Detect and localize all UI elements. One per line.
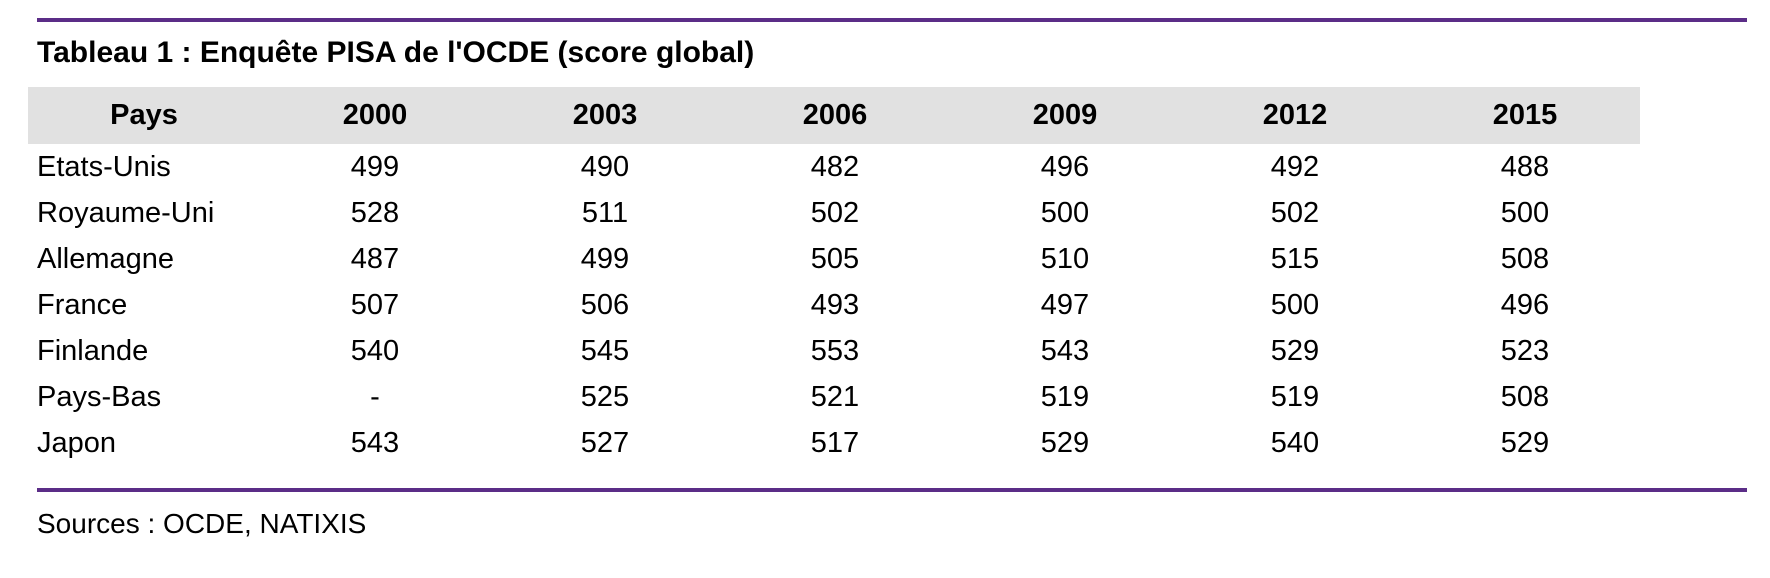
score-cell: 500: [1040, 196, 1090, 229]
country-cell: Royaume-Uni: [37, 196, 215, 229]
column-header-2009: 2009: [950, 87, 1180, 144]
source-note: Sources : OCDE, NATIXIS: [37, 508, 367, 539]
score-cell: -: [370, 380, 380, 413]
score-cell: 543: [1040, 334, 1090, 367]
score-cell: 521: [810, 380, 860, 413]
score-cell: 496: [1040, 150, 1090, 183]
country-cell: Finlande: [37, 334, 149, 367]
column-header-2015: 2015: [1410, 87, 1640, 144]
score-cell: 492: [1270, 150, 1320, 183]
score-cell: 519: [1270, 380, 1320, 413]
table-row-royaume-uni: Royaume-Uni 528 511 502 500 502 500: [28, 190, 1640, 236]
country-cell: Allemagne: [37, 242, 175, 275]
table-row-finlande: Finlande 540 545 553 543 529 523: [28, 328, 1640, 374]
country-cell: France: [37, 288, 128, 321]
score-cell: 499: [580, 242, 630, 275]
column-header-2000: 2000: [260, 87, 490, 144]
score-cell: 511: [581, 196, 629, 229]
score-cell: 519: [1040, 380, 1090, 413]
table-row-japon: Japon 543 527 517 529 540 529: [28, 420, 1640, 466]
score-cell: 540: [350, 334, 400, 367]
score-cell: 523: [1500, 334, 1550, 367]
column-header-2003: 2003: [490, 87, 720, 144]
score-cell: 507: [350, 288, 400, 321]
score-cell: 525: [580, 380, 630, 413]
column-header-2006: 2006: [720, 87, 950, 144]
table-title: Tableau 1 : Enquête PISA de l'OCDE (scor…: [37, 36, 755, 69]
score-cell: 506: [580, 288, 630, 321]
score-cell: 515: [1270, 242, 1320, 275]
score-cell: 482: [810, 150, 860, 183]
score-cell: 528: [350, 196, 400, 229]
score-cell: 487: [350, 242, 400, 275]
country-cell: Japon: [37, 426, 117, 459]
score-cell: 540: [1270, 426, 1320, 459]
score-cell: 529: [1040, 426, 1090, 459]
pisa-score-table: Pays 2000 2003 2006 2009 2012 2015 Etats…: [28, 87, 1640, 466]
table-row-france: France 507 506 493 497 500 496: [28, 282, 1640, 328]
score-cell: 502: [810, 196, 860, 229]
score-cell: 508: [1500, 242, 1550, 275]
score-cell: 527: [580, 426, 630, 459]
score-cell: 488: [1500, 150, 1550, 183]
score-cell: 508: [1500, 380, 1550, 413]
score-cell: 496: [1500, 288, 1550, 321]
table-row-pays-bas: Pays-Bas - 525 521 519 519 508: [28, 374, 1640, 420]
score-cell: 529: [1270, 334, 1320, 367]
column-header-2012: 2012: [1180, 87, 1410, 144]
score-cell: 543: [350, 426, 400, 459]
score-cell: 493: [810, 288, 860, 321]
score-cell: 510: [1040, 242, 1090, 275]
table-row-allemagne: Allemagne 487 499 505 510 515 508: [28, 236, 1640, 282]
country-cell: Pays-Bas: [37, 380, 162, 413]
score-cell: 553: [810, 334, 860, 367]
score-cell: 490: [580, 150, 630, 183]
score-cell: 500: [1270, 288, 1320, 321]
score-cell: 497: [1040, 288, 1090, 321]
bottom-rule: [37, 488, 1747, 492]
score-cell: 500: [1500, 196, 1550, 229]
score-cell: 505: [810, 242, 860, 275]
country-cell: Etats-Unis: [37, 150, 171, 183]
column-header-pays: Pays: [28, 87, 260, 144]
score-cell: 545: [580, 334, 630, 367]
score-cell: 529: [1500, 426, 1550, 459]
score-cell: 502: [1270, 196, 1320, 229]
document-page: Tableau 1 : Enquête PISA de l'OCDE (scor…: [0, 18, 1770, 578]
table-header-row: Pays 2000 2003 2006 2009 2012 2015: [28, 87, 1640, 144]
score-cell: 517: [810, 426, 860, 459]
table-row-etats-unis: Etats-Unis 499 490 482 496 492 488: [28, 144, 1640, 190]
score-cell: 499: [350, 150, 400, 183]
top-rule: [37, 18, 1747, 22]
